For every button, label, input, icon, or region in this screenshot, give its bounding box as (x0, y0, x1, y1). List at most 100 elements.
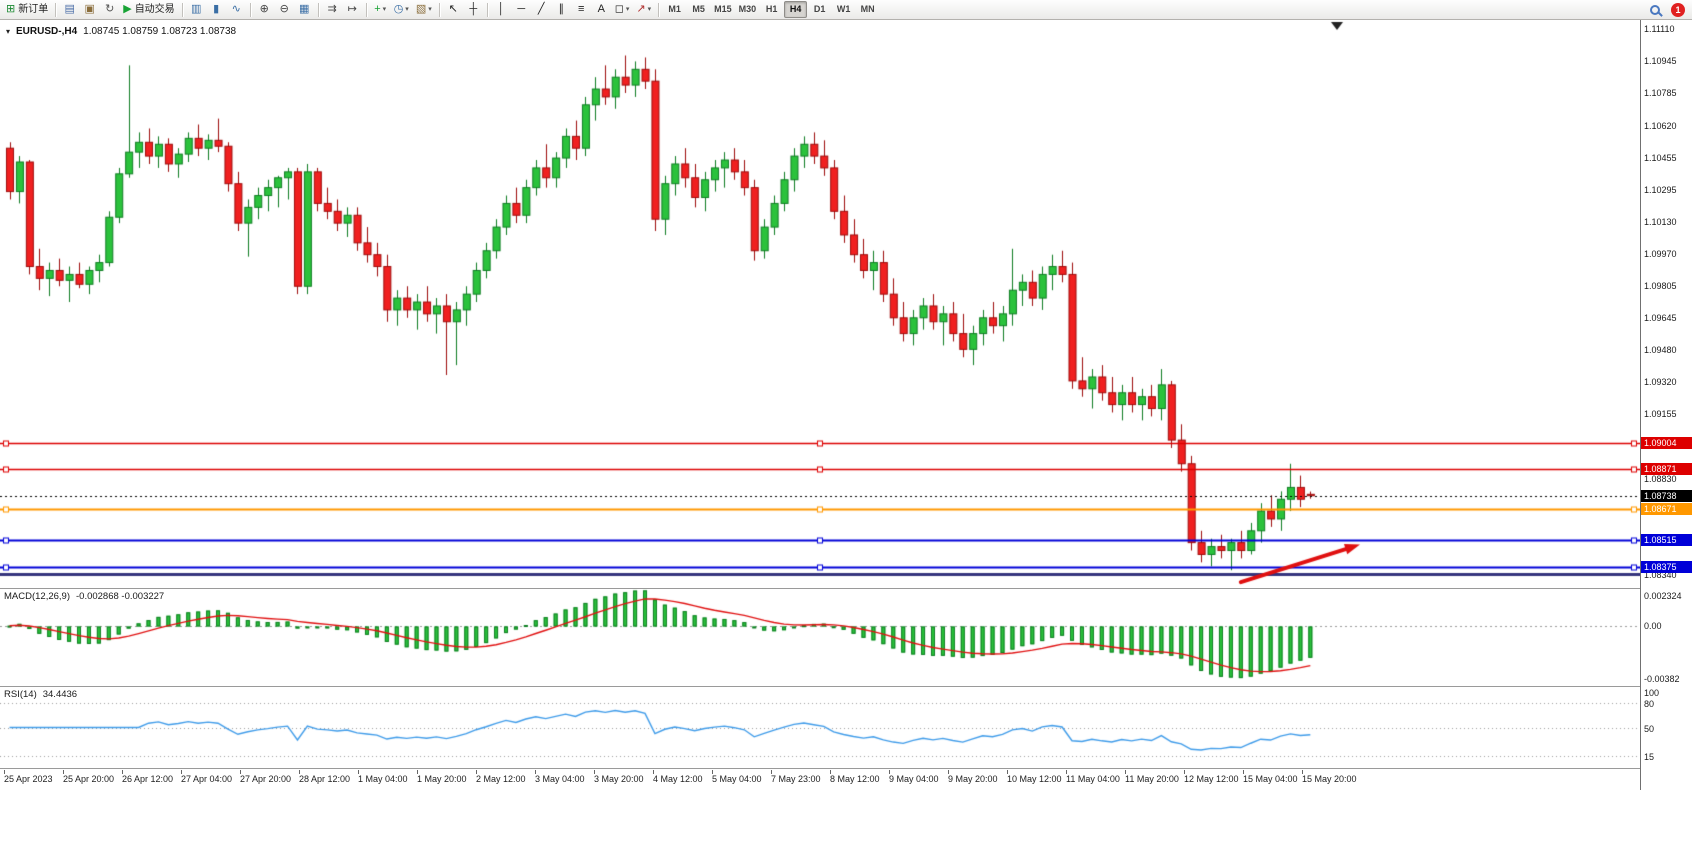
time-axis[interactable]: 25 Apr 2023 25 Apr 20:00 26 Apr 12:00 27 Ap… (0, 769, 1692, 790)
shapes-button[interactable]: ◻ ▾ (612, 1, 633, 18)
refresh-button[interactable]: ↻ (100, 1, 119, 18)
time-label: 27 Apr 04:00 (181, 770, 233, 784)
candlestick-icon: ▮ (213, 3, 220, 15)
chevron-down-icon: ▾ (647, 6, 652, 13)
cursor-icon: ↖ (448, 3, 458, 15)
cursor-button[interactable]: ↖ (444, 1, 463, 18)
vertical-line-button[interactable]: │ (492, 1, 511, 18)
timeframe-m5-button-label: M5 (692, 4, 705, 14)
support-line-1-price-label[interactable]: 1.08515 (1641, 533, 1692, 546)
rsi-axis-tick: 100 (1644, 688, 1660, 698)
notifications-button[interactable]: 1 (1668, 2, 1688, 19)
chart-shift-button[interactable]: ↦ (343, 1, 362, 18)
support-line-2-price-label[interactable]: 1.08375 (1641, 561, 1692, 574)
new-order-button[interactable]: ⊞ 新订单 (3, 1, 51, 18)
chart-title: ▾ EURUSD-,H4 1.08745 1.08759 1.08723 1.0… (6, 26, 236, 37)
rsi-indicator-label: RSI(14) 34.4436 (4, 689, 77, 700)
time-label: 8 May 12:00 (830, 770, 880, 784)
channel-icon: ∥ (558, 3, 564, 15)
periods-button[interactable]: ◷ ▾ (391, 1, 412, 18)
auto-scroll-icon: ⇉ (327, 3, 337, 15)
time-label: 25 Apr 20:00 (63, 770, 115, 784)
panel-separator[interactable] (0, 768, 1692, 769)
timeframe-h1-button[interactable]: H1 (760, 1, 783, 18)
profiles-button[interactable]: ▣ (80, 1, 99, 18)
rsi-value: 34.4436 (42, 689, 78, 700)
timeframe-w1-button-label: W1 (836, 4, 851, 14)
timeframe-w1-button[interactable]: W1 (832, 1, 855, 18)
timeframe-m1-button-label: M1 (668, 4, 681, 14)
zoom-out-button[interactable]: ⊖ (275, 1, 294, 18)
auto-scroll-button[interactable]: ⇉ (323, 1, 342, 18)
horizontal-line-button[interactable]: ─ (512, 1, 531, 18)
timeframe-h1-button-label: H1 (765, 4, 778, 14)
templates-button[interactable]: ▧ ▾ (413, 1, 435, 18)
price-tick: 1.11110 (1644, 23, 1675, 34)
time-label: 1 May 04:00 (358, 770, 408, 784)
price-tick: 1.08830 (1644, 473, 1677, 484)
time-label: 11 May 04:00 (1066, 770, 1120, 784)
toolbar-separator (486, 2, 488, 17)
timeframe-m5-button[interactable]: M5 (687, 1, 710, 18)
autotrading-button[interactable]: ▶ 自动交易 (120, 1, 177, 18)
time-label: 25 Apr 2023 (4, 770, 53, 784)
timeframe-m30-button[interactable]: M30 (736, 1, 760, 18)
autotrading-button-label: 自动交易 (134, 3, 175, 15)
price-tick: 1.10620 (1644, 120, 1677, 131)
arrows-button[interactable]: ↗ ▾ (633, 1, 654, 18)
search-button[interactable] (1645, 2, 1664, 19)
time-label: 28 Apr 12:00 (299, 770, 351, 784)
macd-axis-tick: -0.00382 (1644, 674, 1680, 684)
price-tick: 1.10455 (1644, 153, 1677, 164)
indicators-button[interactable]: + ▾ (371, 1, 390, 18)
panel-separator[interactable] (0, 686, 1692, 687)
trendline-button[interactable]: ╱ (532, 1, 551, 18)
channel-button[interactable]: ∥ (552, 1, 571, 18)
candlestick-chart-button[interactable]: ▮ (207, 1, 226, 18)
new-chart-button[interactable]: ▤ (60, 1, 79, 18)
resistance-line-2-price-label[interactable]: 1.08871 (1641, 463, 1692, 476)
time-label: 9 May 04:00 (889, 770, 939, 784)
timeframe-mn-button[interactable]: MN (856, 1, 879, 18)
vertical-line-icon: │ (497, 3, 505, 15)
price-axis[interactable]: 1.11110 1.10945 1.10785 1.10620 1.10455 1.102… (1640, 20, 1692, 790)
price-tick: 1.08340 (1644, 570, 1677, 581)
price-chart-canvas[interactable] (0, 20, 1640, 588)
price-tick: 1.10130 (1644, 217, 1677, 228)
zoom-out-icon: ⊖ (279, 3, 289, 15)
add-indicator-icon: + (374, 3, 381, 15)
horizontal-line-icon: ─ (517, 3, 526, 15)
text-button[interactable]: A (592, 1, 611, 18)
price-tick: 1.10785 (1644, 87, 1677, 98)
shapes-icon: ◻ (614, 3, 624, 15)
autotrading-icon: ▶ (123, 3, 132, 15)
timeframe-h4-button[interactable]: H4 (784, 1, 808, 18)
bar-chart-button[interactable]: ▥ (187, 1, 206, 18)
line-chart-button[interactable]: ∿ (227, 1, 246, 18)
chart-symbol-label: EURUSD-,H4 (16, 26, 78, 37)
tile-windows-icon: ▦ (298, 3, 310, 15)
fibonacci-button[interactable]: ≡ (572, 1, 591, 18)
arrow-icon: ↗ (636, 3, 646, 15)
macd-canvas[interactable] (0, 589, 1640, 686)
rsi-canvas[interactable] (0, 687, 1640, 768)
new-order-icon: ⊞ (6, 3, 16, 15)
zoom-in-button[interactable]: ⊕ (255, 1, 274, 18)
timeframe-d1-button[interactable]: D1 (808, 1, 831, 18)
time-label: 3 May 04:00 (535, 770, 585, 784)
tile-windows-button[interactable]: ▦ (295, 1, 314, 18)
time-label: 3 May 20:00 (594, 770, 644, 784)
chart-menu-icon[interactable]: ▾ (6, 27, 11, 36)
new-order-button-label: 新订单 (18, 3, 49, 15)
macd-title: MACD(12,26,9) (4, 591, 70, 602)
panel-separator[interactable] (0, 588, 1692, 589)
crosshair-button[interactable]: ┼ (464, 1, 483, 18)
resistance-line-1-price-label[interactable]: 1.09004 (1641, 437, 1692, 450)
timeframe-m15-button[interactable]: M15 (711, 1, 735, 18)
toolbar-right-cluster: 1 (1645, 0, 1688, 20)
current-price-line-price-label[interactable]: 1.08738 (1641, 489, 1692, 502)
pivot-line-price-label[interactable]: 1.08671 (1641, 502, 1692, 515)
clock-icon: ◷ (393, 3, 404, 15)
text-icon: A (597, 3, 605, 15)
timeframe-m1-button[interactable]: M1 (663, 1, 686, 18)
